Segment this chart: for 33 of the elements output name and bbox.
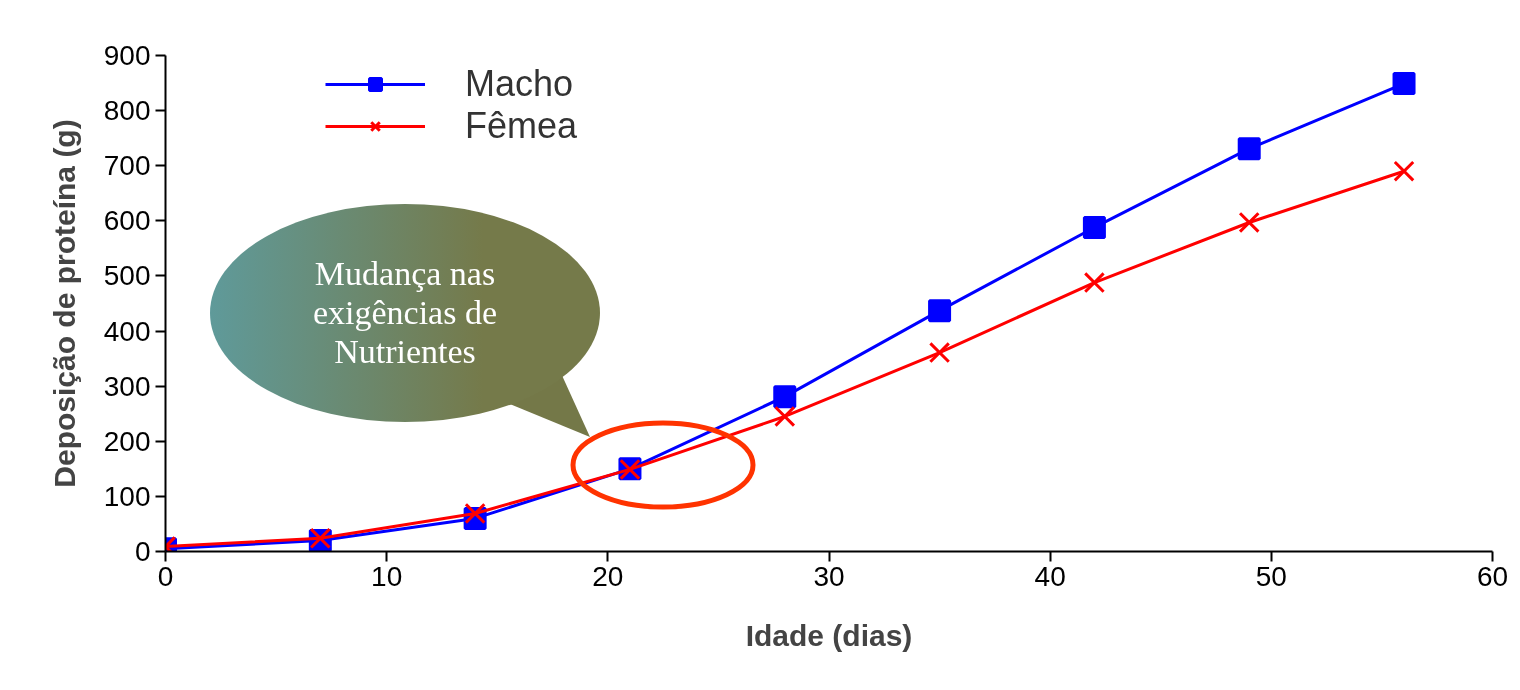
- x-tick-label: 60: [1476, 560, 1509, 592]
- point: [1393, 160, 1415, 182]
- point: [464, 502, 486, 525]
- point: [1238, 211, 1260, 234]
- x-tick-label: 50: [1255, 560, 1287, 592]
- point: [773, 385, 797, 409]
- y-tick-label: 800: [103, 95, 151, 127]
- x-axis-title: Idade (dias): [745, 618, 913, 652]
- y-tick-label: 700: [103, 150, 151, 182]
- point: [928, 341, 951, 364]
- y-tick-label: 100: [103, 480, 151, 512]
- y-tick-label: 500: [103, 260, 151, 292]
- y-tick-label: 400: [103, 315, 151, 347]
- point: [1392, 72, 1416, 96]
- x-tick-label: 10: [371, 560, 403, 592]
- x-tick-label: 40: [1034, 560, 1066, 592]
- point: [774, 405, 796, 428]
- x-tick-label: 20: [592, 560, 624, 592]
- y-axis-title: Deposição de proteína (g): [47, 119, 81, 488]
- x-tick-label: 0: [157, 560, 174, 592]
- y-tick-label: 600: [103, 205, 151, 237]
- y-tick-label: 300: [103, 370, 151, 402]
- point: [928, 299, 952, 323]
- annotation: Mudança nas exigências de Nutrientes: [312, 254, 498, 371]
- y-tick-label: 0: [134, 536, 151, 567]
- legend-label: Fêmea: [465, 105, 579, 147]
- point: [1237, 137, 1261, 161]
- legend-label: Macho: [465, 63, 575, 105]
- x-tick-label: 30: [813, 560, 845, 592]
- y-tick-label: 200: [103, 425, 151, 457]
- point: [1083, 271, 1106, 294]
- y-tick-label: 900: [103, 40, 151, 71]
- point: [1082, 215, 1106, 239]
